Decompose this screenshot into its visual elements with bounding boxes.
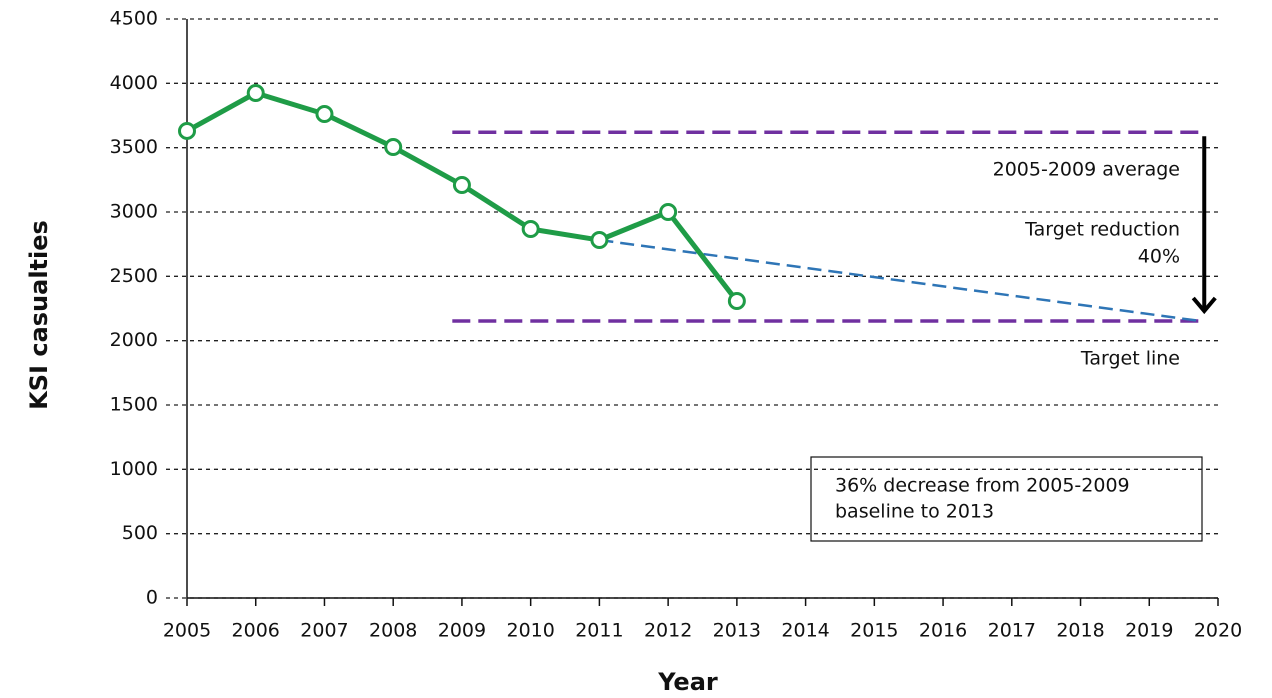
x-tick-label: 2009: [438, 620, 486, 642]
y-tick-label: 4500: [110, 8, 158, 30]
data-line: [185, 90, 739, 303]
data-point: [246, 83, 265, 102]
reference-label: Target line: [1080, 347, 1180, 369]
x-tick-label: 2016: [919, 620, 967, 642]
trend-line: [599, 238, 1201, 323]
y-tick-label: 3500: [110, 136, 158, 158]
x-tick-label: 2013: [713, 620, 761, 642]
data-point: [659, 203, 678, 221]
x-tick-label: 2018: [1056, 620, 1104, 642]
x-tick-label: 2011: [575, 620, 623, 642]
x-tick-label: 2006: [232, 620, 280, 642]
x-tick-label: 2020: [1194, 620, 1242, 642]
x-tick-label: 2012: [644, 620, 692, 642]
data-point: [727, 292, 746, 311]
x-tick-label: 2019: [1125, 620, 1173, 642]
x-tick-label: 2005: [163, 620, 211, 642]
data-point: [315, 104, 334, 123]
y-tick-label: 2000: [110, 329, 158, 351]
data-point: [521, 219, 540, 238]
y-tick-label: 4000: [110, 72, 158, 94]
y-tick-label: 1500: [110, 394, 158, 416]
y-tick-label: 3000: [110, 201, 158, 223]
data-point: [452, 175, 471, 194]
y-tick-label: 2500: [110, 265, 158, 287]
arrow-head: [1191, 296, 1217, 315]
x-tick-label: 2007: [300, 620, 348, 642]
x-tick-label: 2014: [781, 620, 829, 642]
data-point: [178, 121, 196, 140]
data-point: [590, 231, 609, 250]
y-tick-label: 0: [146, 587, 158, 609]
note-box: [810, 456, 1203, 542]
x-tick-label: 2008: [369, 620, 417, 642]
y-tick-label: 500: [122, 522, 158, 544]
x-tick-label: 2015: [850, 620, 898, 642]
arrow-label: 40%: [1138, 246, 1180, 268]
y-axis-title: KSI casualties: [25, 220, 53, 410]
y-tick-label: 1000: [110, 458, 158, 480]
reference-label: 2005-2009 average: [993, 159, 1180, 181]
x-tick-label: 2010: [506, 620, 554, 642]
note-text: 36% decrease from 2005-2009: [835, 475, 1130, 497]
arrow-label: Target reduction: [1024, 219, 1180, 241]
x-tick-label: 2017: [988, 620, 1036, 642]
data-point: [384, 138, 403, 157]
note-text: baseline to 2013: [835, 501, 994, 523]
x-axis-title: Year: [657, 668, 718, 696]
